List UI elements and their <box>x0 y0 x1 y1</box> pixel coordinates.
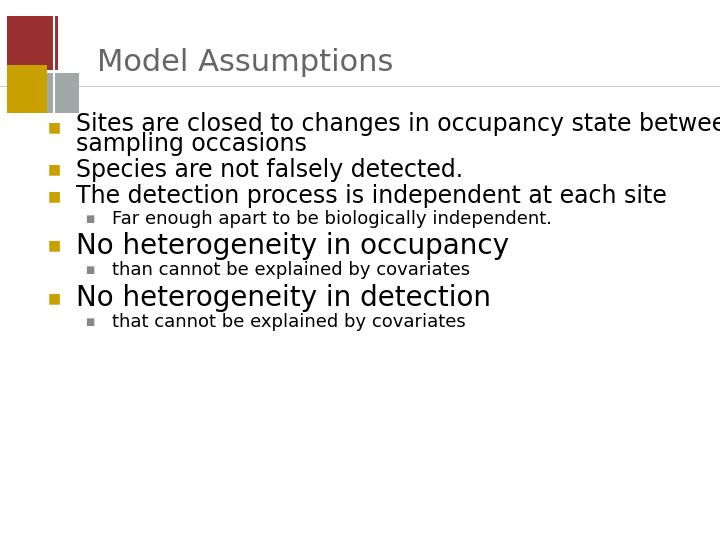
Text: The detection process is independent at each site: The detection process is independent at … <box>76 184 667 208</box>
Text: Species are not falsely detected.: Species are not falsely detected. <box>76 158 463 181</box>
FancyBboxPatch shape <box>7 65 47 113</box>
Text: Sites are closed to changes in occupancy state between: Sites are closed to changes in occupancy… <box>76 112 720 136</box>
Text: ■: ■ <box>48 291 60 305</box>
FancyBboxPatch shape <box>47 73 79 113</box>
Text: ■: ■ <box>48 120 60 134</box>
FancyBboxPatch shape <box>7 16 58 70</box>
Text: ■: ■ <box>48 239 60 253</box>
Text: ■: ■ <box>86 265 94 275</box>
Text: ■: ■ <box>48 163 60 177</box>
Text: Model Assumptions: Model Assumptions <box>97 48 394 77</box>
Text: sampling occasions: sampling occasions <box>76 132 307 156</box>
Text: ■: ■ <box>48 189 60 203</box>
Text: No heterogeneity in detection: No heterogeneity in detection <box>76 284 490 312</box>
Text: that cannot be explained by covariates: that cannot be explained by covariates <box>112 313 465 332</box>
Text: No heterogeneity in occupancy: No heterogeneity in occupancy <box>76 232 508 260</box>
Text: Far enough apart to be biologically independent.: Far enough apart to be biologically inde… <box>112 210 552 228</box>
Text: than cannot be explained by covariates: than cannot be explained by covariates <box>112 261 469 279</box>
Text: ■: ■ <box>86 318 94 327</box>
Text: ■: ■ <box>86 214 94 224</box>
